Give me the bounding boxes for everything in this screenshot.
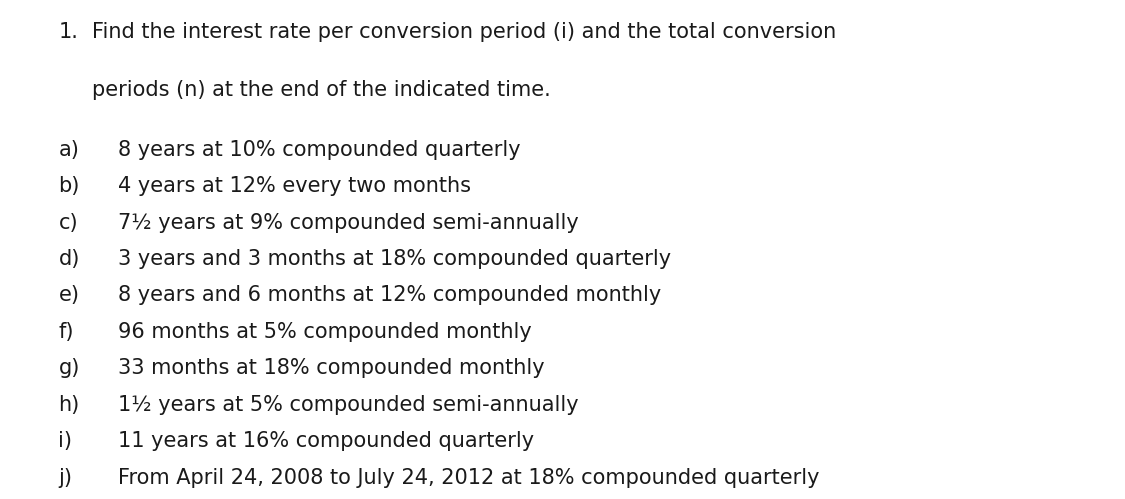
Text: Find the interest rate per conversion period (i) and the total conversion: Find the interest rate per conversion pe…: [92, 22, 837, 42]
Text: f): f): [58, 322, 74, 342]
Text: b): b): [58, 176, 80, 196]
Text: 1.: 1.: [58, 22, 79, 42]
Text: 7½ years at 9% compounded semi-annually: 7½ years at 9% compounded semi-annually: [118, 213, 579, 233]
Text: 1½ years at 5% compounded semi-annually: 1½ years at 5% compounded semi-annually: [118, 395, 578, 415]
Text: e): e): [58, 285, 80, 305]
Text: 8 years at 10% compounded quarterly: 8 years at 10% compounded quarterly: [118, 140, 521, 160]
Text: 96 months at 5% compounded monthly: 96 months at 5% compounded monthly: [118, 322, 532, 342]
Text: j): j): [58, 468, 72, 488]
Text: a): a): [58, 140, 80, 160]
Text: i): i): [58, 431, 72, 451]
Text: periods (n) at the end of the indicated time.: periods (n) at the end of the indicated …: [92, 80, 551, 100]
Text: 4 years at 12% every two months: 4 years at 12% every two months: [118, 176, 471, 196]
Text: From April 24, 2008 to July 24, 2012 at 18% compounded quarterly: From April 24, 2008 to July 24, 2012 at …: [118, 468, 820, 488]
Text: 8 years and 6 months at 12% compounded monthly: 8 years and 6 months at 12% compounded m…: [118, 285, 662, 305]
Text: d): d): [58, 249, 80, 269]
Text: g): g): [58, 358, 80, 378]
Text: h): h): [58, 395, 80, 415]
Text: 33 months at 18% compounded monthly: 33 months at 18% compounded monthly: [118, 358, 544, 378]
Text: 11 years at 16% compounded quarterly: 11 years at 16% compounded quarterly: [118, 431, 534, 451]
Text: c): c): [58, 213, 78, 233]
Text: 3 years and 3 months at 18% compounded quarterly: 3 years and 3 months at 18% compounded q…: [118, 249, 672, 269]
